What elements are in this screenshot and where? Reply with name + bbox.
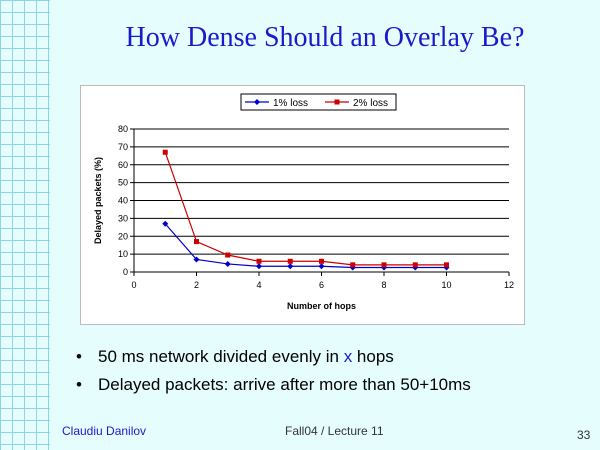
bullet-item: • 50 ms network divided evenly in x hops <box>74 343 471 371</box>
x-tick-label: 12 <box>504 280 514 290</box>
decorative-grid-strip <box>0 0 50 450</box>
data-point-square <box>381 262 387 268</box>
data-point-square <box>225 252 231 258</box>
y-tick-label: 0 <box>123 267 128 277</box>
data-point-square <box>319 258 324 264</box>
legend-box <box>240 93 397 111</box>
data-point-diamond <box>224 260 231 267</box>
x-tick-label: 2 <box>194 280 199 290</box>
series-line <box>164 152 447 266</box>
y-tick-label: 50 <box>118 178 128 188</box>
page-number: 33 <box>577 428 591 442</box>
legend-marker-square <box>334 99 340 105</box>
data-point-square <box>287 258 293 264</box>
x-axis-title: Number of hops <box>287 301 356 311</box>
data-point-square <box>350 262 356 268</box>
y-tick-label: 10 <box>118 249 128 259</box>
data-point-square <box>162 149 168 155</box>
x-tick-label: 0 <box>131 280 136 290</box>
data-point-square <box>256 258 262 264</box>
bullet-text: Delayed packets: arrive after more than … <box>98 375 471 394</box>
delayed-packets-chart: 0 10 20 30 40 50 60 70 80 0 2 4 6 8 10 12 Number of hops… <box>93 93 514 311</box>
slide-title: How Dense Should an Overlay Be? <box>125 22 525 53</box>
x-tick-label: 6 <box>319 280 324 290</box>
data-point-diamond <box>318 263 325 270</box>
legend-label: 2% loss <box>353 98 388 109</box>
bullet-dot: • <box>76 347 82 366</box>
bullet-highlight: x <box>343 347 353 366</box>
x-tick-label: 4 <box>256 280 261 290</box>
x-tick-label: 10 <box>441 280 451 290</box>
y-tick-label: 70 <box>118 142 128 152</box>
legend-marker-diamond <box>254 99 260 105</box>
data-point-square <box>444 262 449 268</box>
data-point-square <box>412 262 418 268</box>
data-point-diamond <box>193 256 200 263</box>
y-tick-label: 30 <box>118 213 128 223</box>
data-point-diamond <box>162 220 169 227</box>
x-tick-label: 8 <box>381 280 386 290</box>
data-point-diamond <box>256 263 262 270</box>
legend-label: 1% loss <box>273 98 308 109</box>
series-line <box>164 223 447 269</box>
bullet-list: • 50 ms network divided evenly in x hops … <box>74 343 471 399</box>
bullet-text: 50 ms network divided evenly in <box>98 347 344 366</box>
footer-author: Claudiu Danilov <box>62 424 147 438</box>
chart-container: 0 10 20 30 40 50 60 70 80 0 2 4 6 8 10 12 Number of hops… <box>80 85 525 325</box>
y-axis-title: Delayed packets (%) <box>93 157 103 244</box>
y-tick-label: 20 <box>118 231 128 241</box>
bullet-dot: • <box>76 375 82 394</box>
y-tick-label: 40 <box>118 196 128 206</box>
data-point-square <box>194 239 199 245</box>
data-point-diamond <box>287 263 294 270</box>
footer-course: Fall04 / Lecture 11 <box>285 424 384 438</box>
y-tick-label: 80 <box>118 124 128 134</box>
y-tick-label: 60 <box>118 160 128 170</box>
bullet-text: hops <box>352 347 394 366</box>
bullet-item: • Delayed packets: arrive after more than… <box>74 371 471 399</box>
